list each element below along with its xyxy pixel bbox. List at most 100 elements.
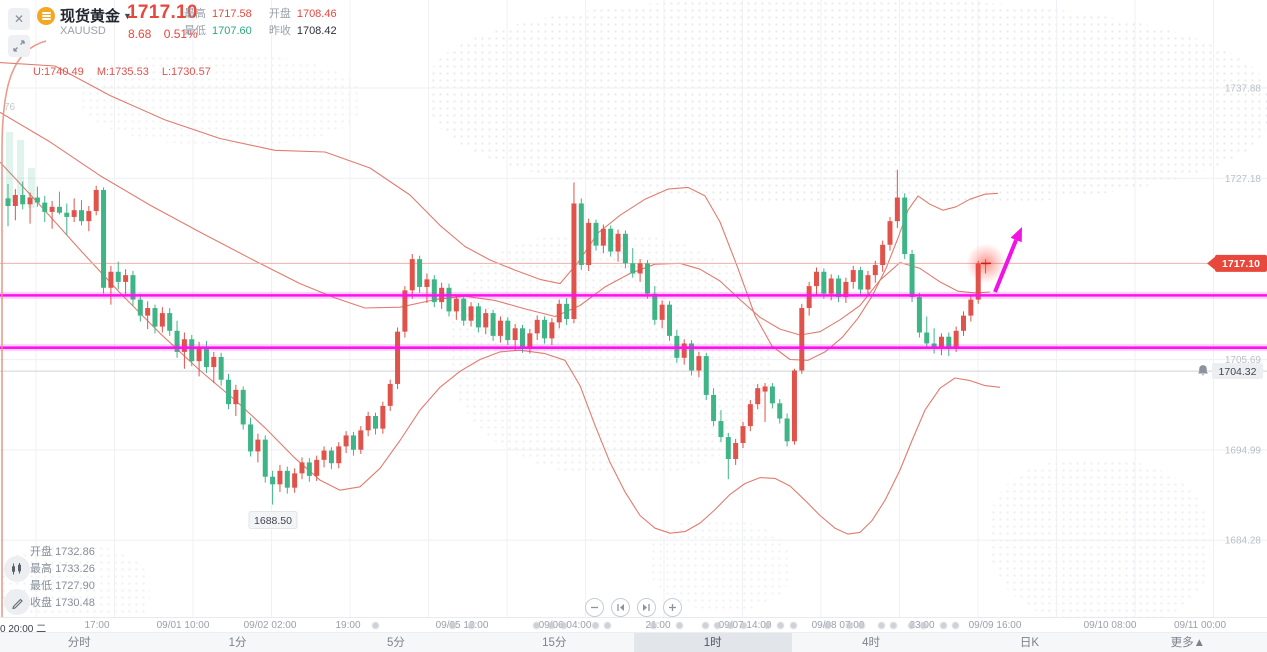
candle [380,405,386,429]
ohlc-close-value: 1730.48 [55,597,95,609]
candle [145,308,151,316]
candle [718,421,724,438]
candle [512,328,518,341]
change-percent: 0.51% [163,27,198,41]
candle [314,459,320,476]
stat-value: 1708.42 [296,25,337,37]
candle [622,233,628,264]
candle [27,197,33,205]
ohlc-open-label: 开盘 [30,546,52,558]
candle [968,299,974,316]
tab-interval-0[interactable]: 分时 [67,637,91,649]
candle [218,356,224,380]
candle [747,404,753,427]
zoom-in-button[interactable] [663,598,682,617]
candle [358,430,364,450]
close-button[interactable]: ✕ [8,8,30,30]
price-alert-tag[interactable]: 1704.32 [1198,363,1263,380]
candle [196,346,202,362]
tab-interval-4[interactable]: 1时 [633,633,792,652]
axis-fragment: 76 [4,102,16,113]
symbol-name: 现货黄金 [60,8,121,25]
candle [446,287,452,312]
ghost-candles [6,132,35,208]
candle [659,304,665,320]
candle [755,388,761,405]
bell-icon [1198,365,1208,376]
tab-interval-2[interactable]: 5分 [386,637,405,649]
candle [203,346,209,368]
stat-label: 最低 [184,25,206,37]
candle [101,189,107,288]
candle [909,254,915,298]
candle [424,279,430,287]
session-gap-dot [920,622,927,629]
candle [71,210,77,217]
candle [806,286,812,309]
candle [284,470,290,488]
candle [49,206,55,212]
stat-label: 最高 [184,8,206,20]
tab-interval-6[interactable]: 日K [1019,637,1040,649]
candle [211,356,217,368]
drawn-arrow[interactable] [993,239,1018,293]
ohlc-low-value: 1727.90 [55,580,95,592]
candle [79,210,84,222]
expand-button[interactable] [8,35,30,57]
candle [549,322,555,339]
symbol-code: XAUUSD [60,25,106,37]
time-axis[interactable]: 0 20:00 二 17:00 09/01 10:00 09/02 02:00 19:0… [0,617,1267,635]
time-axis-label: 17:00 [84,620,110,631]
candle [689,343,695,371]
candle [12,195,18,206]
zoom-out-button[interactable] [585,598,604,617]
time-axis-label: 09/05 12:00 [435,620,489,631]
boll-middle: M:1735.53 [96,66,149,78]
candle [468,306,474,321]
stat-value: 1717.58 [212,8,252,20]
symbol-selector[interactable]: 现货黄金 ▼ [60,5,132,26]
session-gap-dot [890,622,897,629]
candle [527,333,533,348]
candle [769,386,775,404]
low-point-label: 1688.50 [248,511,298,530]
candle [277,470,283,485]
tab-interval-3[interactable]: 15分 [542,637,567,649]
last-price: 1717.10 [127,2,198,23]
candle [725,437,731,460]
candle [174,330,180,352]
candle [644,263,650,294]
candle [586,222,592,266]
drawn-curve[interactable] [1,40,47,618]
candle [373,415,378,429]
candle [762,386,768,392]
candle [5,198,11,206]
tab-interval-7[interactable]: 更多▲ [1170,637,1205,649]
skip-end-button[interactable] [637,598,656,617]
candle [578,203,584,266]
session-gap-dot [777,622,784,629]
draw-tool-button[interactable] [4,589,30,615]
candle [850,270,856,282]
candle [902,197,908,255]
candle [343,435,349,447]
skip-start-button[interactable] [611,598,630,617]
session-gap-dot [548,622,555,629]
candle [226,379,231,405]
tab-interval-1[interactable]: 1分 [228,637,247,649]
candle [365,415,371,431]
candle [630,263,636,274]
chart-style-button[interactable] [4,556,30,582]
tab-interval-5[interactable]: 4时 [862,637,881,649]
interval-tab-bar: 分时 1分 5分 15分 1时 4时 日K 更多▲ [0,632,1267,652]
time-axis-label: 09/11 00:00 [1173,620,1227,631]
candle [711,394,717,422]
candle [336,446,342,464]
session-gap-dot [560,622,567,629]
candle [858,270,864,290]
candle [497,320,503,336]
candle [431,279,437,303]
candle [402,290,408,332]
candle [248,424,254,452]
